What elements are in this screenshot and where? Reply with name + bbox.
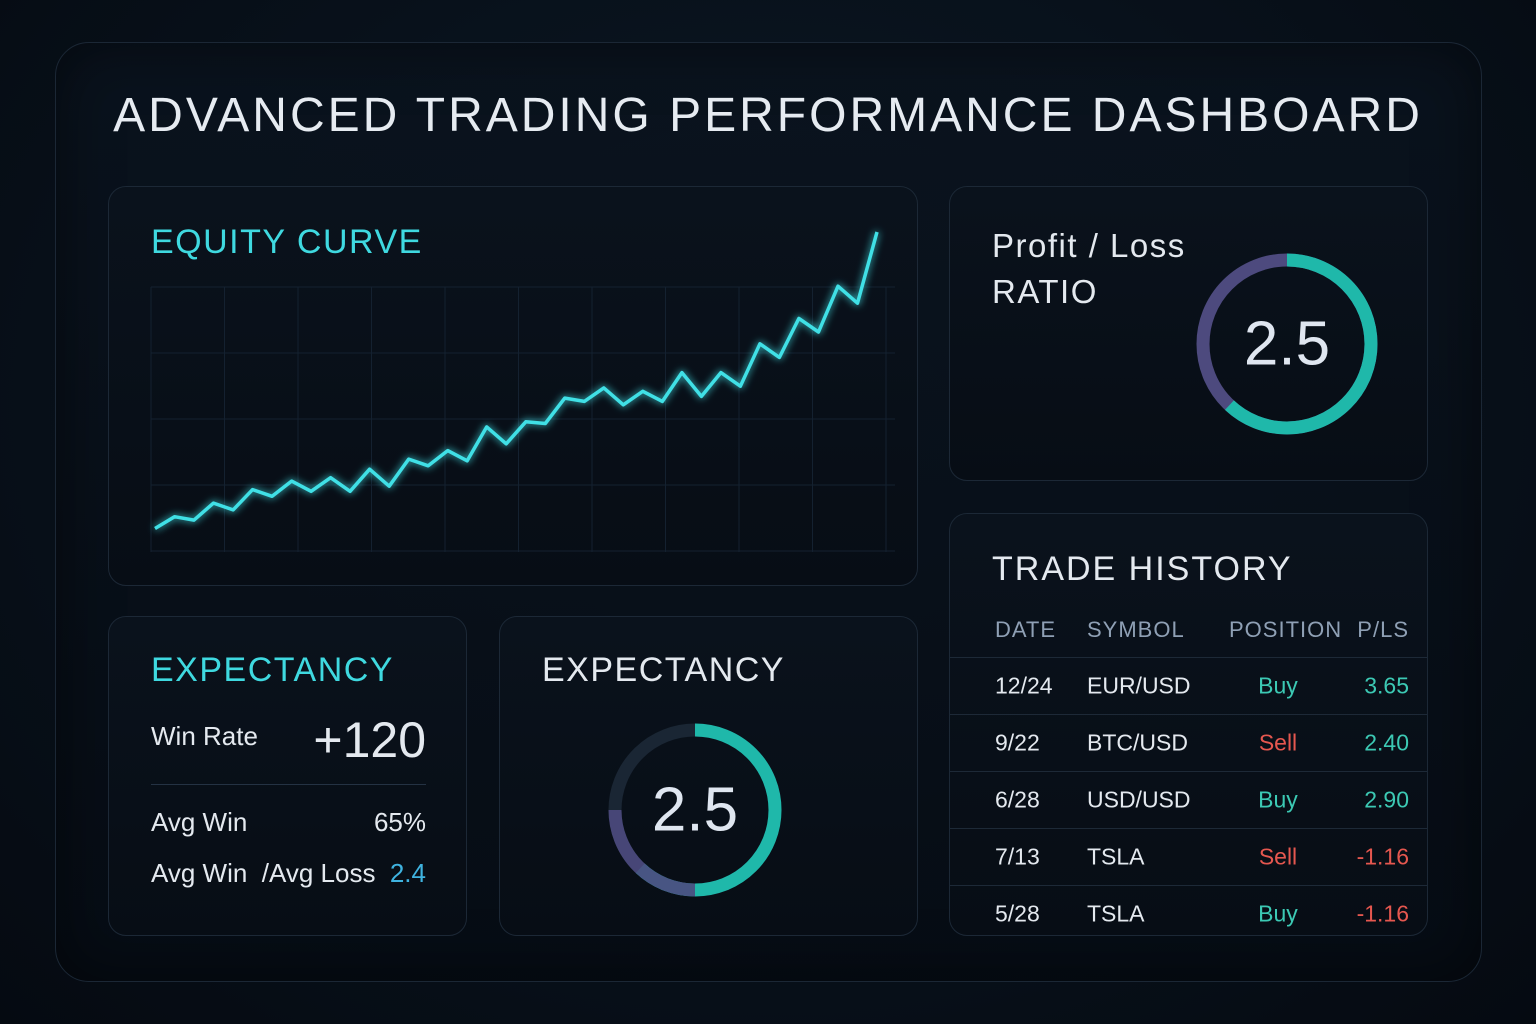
trade-symbol: TSLA bbox=[1087, 843, 1145, 870]
page-title: ADVANCED TRADING PERFORMANCE DASHBOARD bbox=[113, 89, 1423, 142]
trade-position: Buy bbox=[1258, 786, 1298, 813]
expectancy-gauge-ring bbox=[608, 723, 782, 897]
avg-win-loss-label: Avg Win /Avg Loss bbox=[151, 858, 376, 888]
trade-pl: 2.90 bbox=[1364, 786, 1409, 813]
table-row[interactable]: 6/28 USD/USD Buy 2.90 bbox=[950, 771, 1427, 828]
header-pl[interactable]: P/LS bbox=[1357, 617, 1409, 642]
profit-loss-ratio-card: Profit / Loss RATIO 2.5 bbox=[949, 186, 1428, 481]
avg-win-row: Avg Win 65% bbox=[151, 807, 426, 838]
avg-win-loss-value: 2.4 bbox=[389, 858, 426, 888]
trade-history-card: TRADE HISTORY DATE SYMBOL POSITION P/LS … bbox=[949, 513, 1428, 936]
header-date[interactable]: DATE bbox=[995, 617, 1057, 642]
stats-divider bbox=[151, 784, 426, 785]
win-rate-label: Win Rate bbox=[151, 721, 258, 751]
expectancy-gauge-title: EXPECTANCY bbox=[542, 651, 785, 689]
win-rate-value: +120 bbox=[313, 712, 426, 768]
avg-win-label: Avg Win bbox=[151, 807, 248, 837]
profit-loss-ratio-value: 2.5 bbox=[1243, 309, 1331, 379]
table-row[interactable]: 12/24 EUR/USD Buy 3.65 bbox=[950, 657, 1427, 714]
trade-symbol: USD/USD bbox=[1087, 786, 1191, 813]
expectancy-gauge-value: 2.5 bbox=[651, 775, 739, 845]
expectancy-gauge: 2.5 bbox=[606, 721, 784, 899]
trade-date: 12/24 bbox=[995, 672, 1053, 699]
expectancy-gauge-card: EXPECTANCY 2.5 bbox=[499, 616, 918, 936]
expectancy-stats-title: EXPECTANCY bbox=[151, 651, 394, 689]
trade-symbol: TSLA bbox=[1087, 900, 1145, 927]
trade-pl: 2.40 bbox=[1364, 729, 1409, 756]
avg-win-loss-row: Avg Win /Avg Loss 2.4 bbox=[151, 858, 426, 889]
profit-loss-ratio-title: Profit / Loss RATIO bbox=[992, 223, 1186, 315]
trade-date: 9/22 bbox=[995, 729, 1040, 756]
trade-symbol: EUR/USD bbox=[1087, 672, 1191, 699]
trade-history-title: TRADE HISTORY bbox=[992, 550, 1293, 588]
equity-grid bbox=[150, 286, 895, 552]
trade-pl: -1.16 bbox=[1356, 843, 1409, 870]
trade-position: Sell bbox=[1258, 729, 1298, 756]
header-position[interactable]: POSITION bbox=[1229, 617, 1343, 642]
header-symbol[interactable]: SYMBOL bbox=[1087, 617, 1185, 642]
trade-position: Buy bbox=[1258, 900, 1298, 927]
table-row[interactable]: 7/13 TSLA Sell -1.16 bbox=[950, 828, 1427, 885]
profit-loss-gauge-ring bbox=[1196, 253, 1378, 435]
profit-loss-title-line1: Profit / Loss bbox=[992, 227, 1186, 264]
equity-curve-chart bbox=[150, 231, 895, 552]
trade-pl: -1.16 bbox=[1356, 900, 1409, 927]
trade-date: 5/28 bbox=[995, 900, 1040, 927]
profit-loss-gauge: 2.5 bbox=[1193, 250, 1381, 438]
trade-position: Buy bbox=[1258, 672, 1298, 699]
equity-line bbox=[154, 231, 879, 530]
trade-position: Sell bbox=[1258, 843, 1298, 870]
equity-curve-card: EQUITY CURVE bbox=[108, 186, 918, 586]
trade-date: 6/28 bbox=[995, 786, 1040, 813]
trade-pl: 3.65 bbox=[1364, 672, 1409, 699]
trade-date: 7/13 bbox=[995, 843, 1040, 870]
profit-loss-title-line2: RATIO bbox=[992, 273, 1098, 310]
expectancy-stats-card: EXPECTANCY Win Rate +120 Avg Win 65% Avg… bbox=[108, 616, 467, 936]
table-row[interactable]: 9/22 BTC/USD Sell 2.40 bbox=[950, 714, 1427, 771]
equity-curve-title: EQUITY CURVE bbox=[151, 223, 423, 261]
avg-win-value: 65% bbox=[373, 807, 426, 837]
win-rate-row: Win Rate +120 bbox=[151, 712, 426, 768]
table-row[interactable]: 5/28 TSLA Buy -1.16 bbox=[950, 885, 1427, 935]
trade-symbol: BTC/USD bbox=[1087, 729, 1188, 756]
